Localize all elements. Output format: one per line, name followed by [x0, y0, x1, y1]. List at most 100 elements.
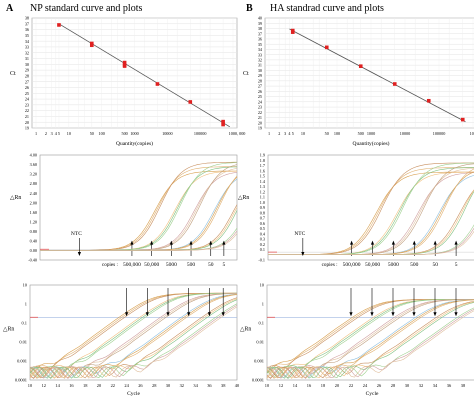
y-tick-label: 1.4	[260, 179, 266, 184]
x-tick-label: 18	[83, 383, 88, 388]
amplification-curve	[29, 304, 238, 379]
x-tick-label: 20	[97, 383, 102, 388]
y-tick-label: -0.1	[258, 258, 265, 263]
x-tick-label: 10	[265, 383, 270, 388]
amplification-curve	[266, 299, 474, 379]
x-tick-label: 3	[284, 131, 286, 136]
y-tick-label: 0.5	[260, 226, 265, 231]
data-point	[290, 30, 295, 34]
copies-annotation-label: 50,000	[365, 262, 380, 268]
arrow-head	[209, 240, 213, 245]
x-tick-label: 10000	[400, 131, 410, 136]
arrow-head	[350, 240, 354, 245]
y-tick-label: 19	[258, 126, 262, 131]
y-tick-label: 0.9	[260, 205, 265, 210]
data-point	[89, 43, 94, 48]
y-tick-label: 1.9	[260, 153, 265, 158]
amplification-linear-chart: -0.40 0.00 0.40 0.80 1.20 1.60 2.00 2.40 2.80 3.2…	[10, 153, 238, 268]
amplification-linear-chart: -0.1 0.10.20.30.40.50.60.70.80.91.01.11.2…	[238, 153, 474, 268]
x-tick-label: 1	[268, 131, 270, 136]
y-tick-label: 27	[258, 84, 262, 89]
x-tick-label: 100	[99, 131, 105, 136]
amplification-curve	[29, 294, 238, 379]
x-tick-label: 500	[121, 131, 127, 136]
x-tick-label: 14	[55, 383, 60, 388]
y-tick-label: 10	[23, 283, 28, 288]
y-axis-label: △Rn	[10, 195, 21, 201]
x-tick-label: 36	[447, 383, 452, 388]
y-axis-label: Ct	[243, 71, 249, 77]
x-tick-label: 12	[279, 383, 283, 388]
y-tick-label: 1	[25, 302, 27, 307]
y-tick-label: 22	[25, 108, 29, 113]
y-tick-label: 1.5	[260, 174, 265, 179]
data-point	[57, 23, 61, 27]
x-tick-label: 1000000	[470, 131, 474, 136]
amplification-curve	[266, 299, 474, 379]
x-tick-label: 5	[58, 131, 60, 136]
x-tick-label: 10	[67, 131, 71, 136]
y-axis-label: △Rn	[240, 327, 251, 333]
y-tick-label: 20	[25, 120, 29, 125]
data-point	[221, 122, 225, 127]
y-tick-label: 25	[25, 91, 29, 96]
y-tick-label: 0.1	[260, 247, 265, 252]
arrow-head	[130, 240, 134, 245]
y-axis-label: △Rn	[238, 195, 249, 201]
y-tick-label: 0.40	[30, 239, 37, 244]
arrow-head	[187, 312, 191, 317]
x-tick-label: 12	[42, 383, 46, 388]
y-tick-label: 24	[258, 99, 263, 104]
x-tick-label: 100	[334, 131, 340, 136]
x-tick-label: 3	[51, 131, 53, 136]
copies-annotation-label: 500	[187, 262, 196, 268]
y-tick-label: 2.80	[30, 181, 37, 186]
x-tick-label: 50	[325, 131, 329, 136]
y-tick-label: 0.80	[30, 229, 37, 234]
x-tick-label: 24	[124, 383, 129, 388]
panel-letter: B	[246, 3, 253, 14]
y-tick-label: 20	[258, 120, 262, 125]
y-tick-label: 34	[258, 47, 263, 52]
y-tick-label: 1.0	[260, 200, 265, 205]
arrow-head	[412, 312, 416, 317]
y-tick-label: 1.60	[30, 210, 37, 215]
amplification-curve	[266, 310, 474, 379]
y-tick-label: 23	[25, 102, 29, 107]
data-point	[188, 100, 193, 104]
x-tick-label: 26	[138, 383, 143, 388]
y-tick-label: 0.01	[256, 340, 264, 345]
y-tick-label: 38	[25, 16, 29, 21]
x-tick-label: 4	[288, 131, 291, 136]
y-tick-label: 1.8	[260, 158, 265, 163]
arrow-head	[349, 312, 353, 317]
copies-annotation-label: 50	[432, 262, 438, 268]
y-tick-label: 37	[258, 31, 262, 36]
arrow-head	[125, 312, 129, 317]
y-tick-label: 37	[25, 21, 29, 26]
y-tick-label: 10	[260, 283, 265, 288]
y-tick-label: 0.1	[22, 321, 28, 326]
y-tick-label: 1.20	[30, 219, 37, 224]
copies-annotation-label: 500,000	[123, 262, 141, 268]
x-tick-label: 36	[207, 383, 212, 388]
panel-title: HA standrad curve and plots	[270, 3, 384, 14]
y-tick-label: 21	[25, 114, 29, 119]
x-tick-label: 2	[278, 131, 280, 136]
x-tick-label: 24	[363, 383, 368, 388]
x-tick-label: 50	[90, 131, 94, 136]
y-tick-label: 3.60	[30, 162, 37, 167]
y-tick-label: 38	[258, 26, 262, 31]
y-tick-label: 21	[258, 115, 262, 120]
y-tick-label: 24	[25, 97, 30, 102]
standard-curve-chart: 1920212223242526272829303132333435363738…	[10, 16, 245, 147]
amplification-curve	[29, 293, 238, 379]
ntc-label: NTC	[71, 231, 82, 237]
copies-annotation-label: 500,000	[343, 262, 361, 268]
y-tick-label: 33	[258, 52, 262, 57]
x-tick-label: 38	[221, 383, 226, 388]
amplification-curve	[40, 233, 238, 251]
y-tick-label: 0.01	[19, 340, 27, 345]
